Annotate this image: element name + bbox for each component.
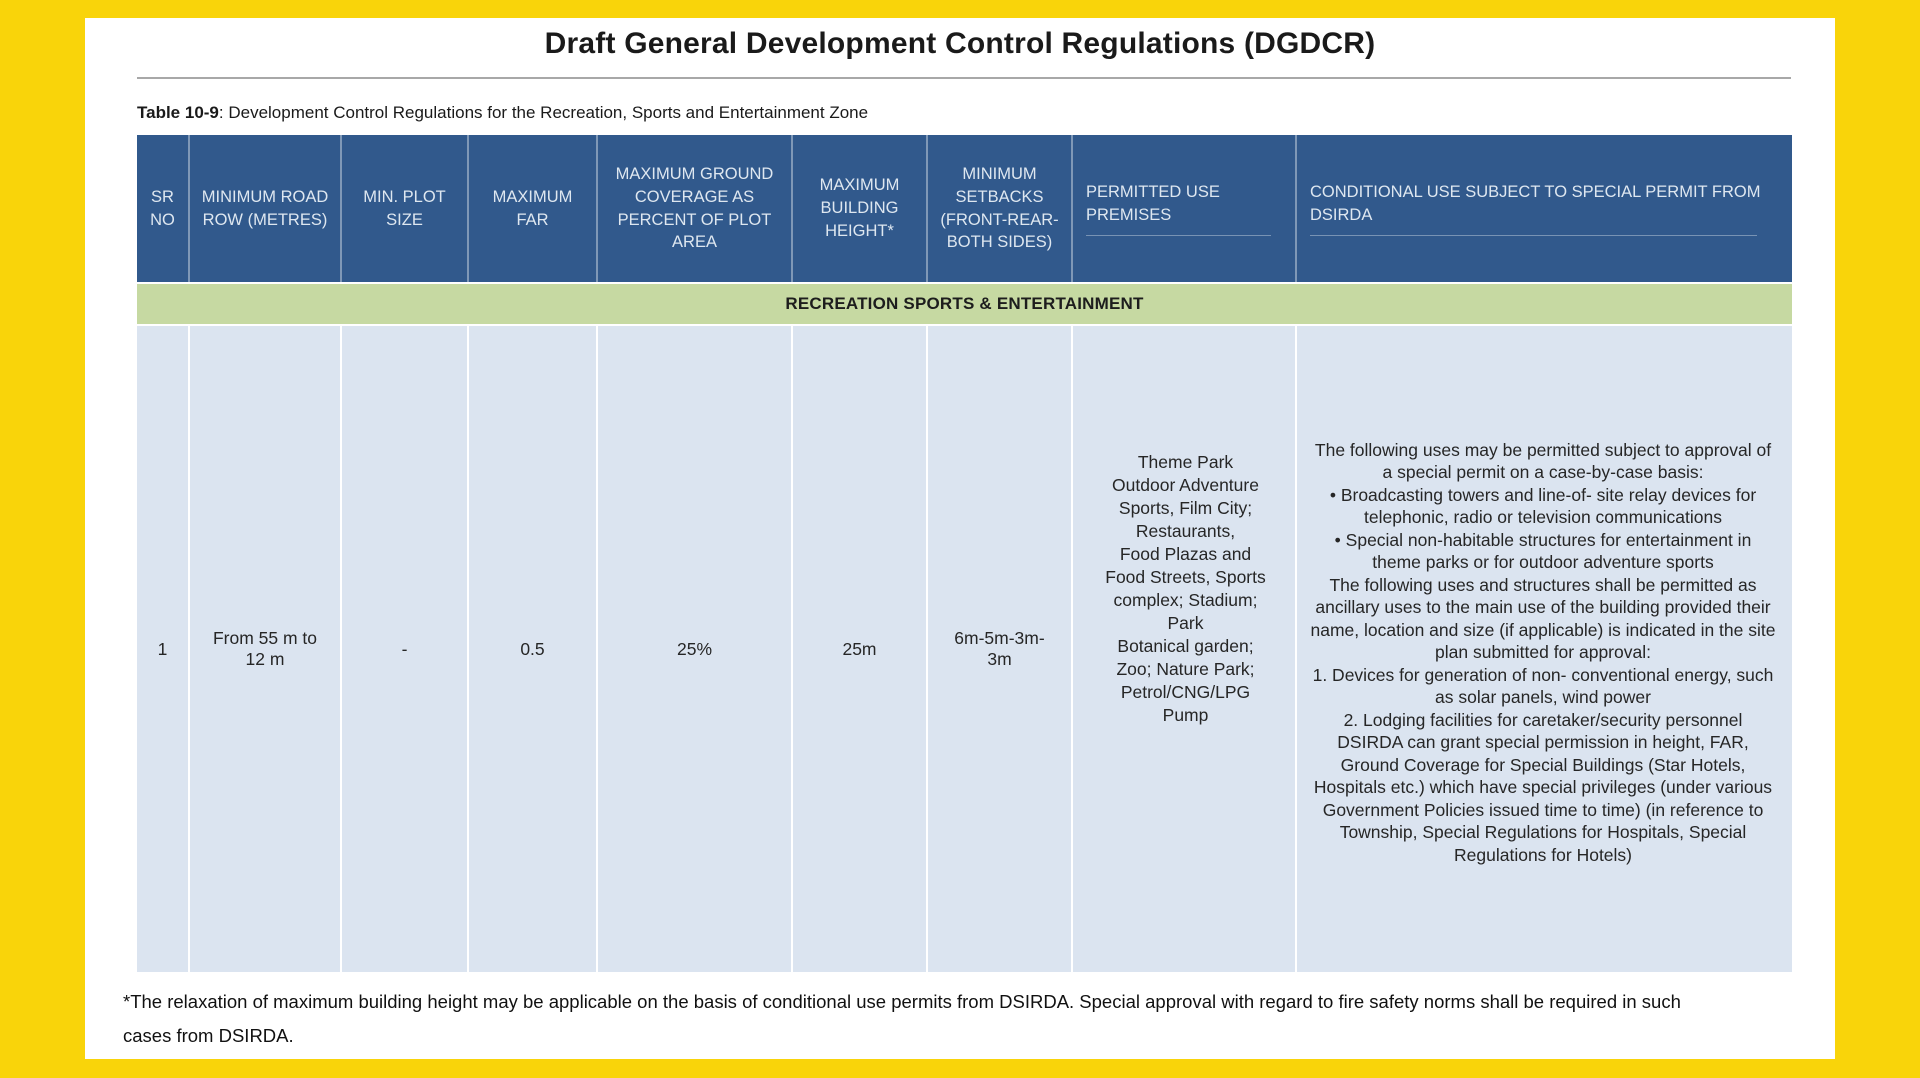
cell-sr-no: 1 [137, 326, 190, 972]
col-header-road-row: MINIMUM ROAD ROW (METRES) [190, 135, 342, 282]
table-caption: Table 10-9: Development Control Regulati… [137, 103, 1835, 123]
col-header-permitted-use-label: PERMITTED USE PREMISES [1086, 183, 1220, 224]
cell-conditional-use: The following uses may be permitted subj… [1297, 326, 1792, 972]
col-header-conditional-use: CONDITIONAL USE SUBJECT TO SPECIAL PERMI… [1297, 135, 1792, 282]
caption-label: Table 10-9 [137, 103, 219, 122]
col-header-far: MAXIMUM FAR [469, 135, 598, 282]
title-divider [137, 77, 1791, 79]
cell-setbacks: 6m-5m-3m- 3m [928, 326, 1073, 972]
page-title: Draft General Development Control Regula… [544, 27, 1376, 60]
header-underline [1086, 234, 1272, 236]
col-header-sr-no: SR NO [137, 135, 190, 282]
cell-permitted-use: Theme Park Outdoor Adventure Sports, Fil… [1073, 326, 1297, 972]
zone-band-label: RECREATION SPORTS & ENTERTAINMENT [137, 282, 1792, 326]
zone-band-row: RECREATION SPORTS & ENTERTAINMENT [137, 282, 1792, 326]
header-row: SR NO MINIMUM ROAD ROW (METRES) MIN. PLO… [137, 135, 1792, 282]
cell-road-row: From 55 m to 12 m [190, 326, 342, 972]
footnote: *The relaxation of maximum building heig… [123, 991, 1681, 1046]
table-row: 1 From 55 m to 12 m - 0.5 25% 25m 6m-5m-… [137, 326, 1792, 972]
cell-plot-size: - [342, 326, 469, 972]
col-header-conditional-use-label: CONDITIONAL USE SUBJECT TO SPECIAL PERMI… [1310, 183, 1761, 224]
cell-far: 0.5 [469, 326, 598, 972]
col-header-plot-size: MIN. PLOT SIZE [342, 135, 469, 282]
cell-ground-coverage: 25% [598, 326, 793, 972]
header-underline [1310, 234, 1758, 236]
caption-text: : Development Control Regulations for th… [218, 103, 869, 122]
col-header-permitted-use: PERMITTED USE PREMISES [1073, 135, 1297, 282]
document-page: Draft General Development Control Regula… [85, 18, 1835, 1059]
regulations-table: SR NO MINIMUM ROAD ROW (METRES) MIN. PLO… [137, 135, 1792, 972]
col-header-ground-coverage: MAXIMUM GROUND COVERAGE AS PERCENT OF PL… [598, 135, 793, 282]
cell-building-height: 25m [793, 326, 928, 972]
col-header-setbacks: MINIMUM SETBACKS (FRONT-REAR-BOTH SIDES) [928, 135, 1073, 282]
col-header-building-height: MAXIMUM BUILDING HEIGHT* [793, 135, 928, 282]
